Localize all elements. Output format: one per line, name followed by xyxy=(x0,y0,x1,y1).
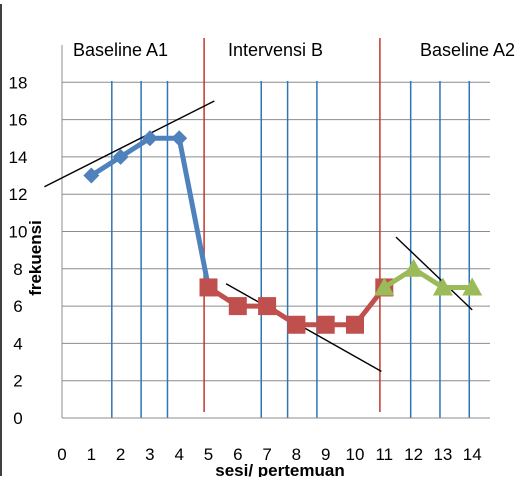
data-point-s1-3 xyxy=(141,130,158,147)
session-lines xyxy=(111,81,471,418)
data-point-s2-5 xyxy=(316,315,335,334)
data-point-s2-3 xyxy=(258,297,277,316)
y-tick-labels: 0 2 4 6 8 10 12 14 16 18 xyxy=(9,73,28,428)
x-tick-label-8: 8 xyxy=(292,445,301,464)
data-point-s1-1 xyxy=(83,167,100,184)
x-tick-label-4: 4 xyxy=(174,445,183,464)
x-tick-label-12: 12 xyxy=(404,445,423,464)
trend-line-1 xyxy=(44,100,215,188)
x-tick-label-7: 7 xyxy=(262,445,271,464)
x-tick-label-10: 10 xyxy=(346,445,365,464)
y-tick-label-2: 2 xyxy=(13,372,22,391)
phase-label-1: Baseline A1 xyxy=(73,40,168,60)
data-point-s3-1 xyxy=(374,277,395,296)
phase-change-lines xyxy=(203,38,381,412)
x-tick-label-5: 5 xyxy=(204,445,213,464)
data-point-s2-4 xyxy=(287,315,306,334)
data-point-s3-3 xyxy=(432,277,453,296)
y-tick-label-0: 0 xyxy=(13,409,22,428)
series-line-1 xyxy=(89,135,211,288)
data-point-s1-4 xyxy=(171,130,188,147)
trend-lines xyxy=(44,100,473,372)
data-point-s3-4 xyxy=(462,277,483,296)
x-tick-label-2: 2 xyxy=(116,445,125,464)
data-point-s2-6 xyxy=(346,315,364,334)
data-point-s2-2 xyxy=(228,297,247,316)
data-series xyxy=(83,130,483,334)
data-point-s2-1 xyxy=(199,278,218,297)
x-tick-label-14: 14 xyxy=(463,445,482,464)
phase-labels: Baseline A1 Intervensi B Baseline A2 xyxy=(73,40,515,60)
x-tick-label-0: 0 xyxy=(57,445,66,464)
x-tick-label-11: 11 xyxy=(375,445,393,464)
data-point-s3-2 xyxy=(403,258,424,277)
x-tick-labels: 0 1 2 3 4 5 6 7 8 9 10 11 12 13 14 xyxy=(57,445,481,464)
x-tick-label-3: 3 xyxy=(145,445,154,464)
y-tick-label-4: 4 xyxy=(13,334,22,353)
phase-label-3: Baseline A2 xyxy=(420,40,515,60)
data-point-s1-2 xyxy=(112,148,129,165)
x-tick-label-1: 1 xyxy=(87,445,96,464)
series-line-3 xyxy=(382,266,473,290)
axes xyxy=(61,45,490,419)
trend-line-3 xyxy=(395,236,473,311)
x-tick-label-6: 6 xyxy=(233,445,242,464)
y-tick-label-12: 12 xyxy=(9,185,28,204)
x-axis-title: sesi/ pertemuan xyxy=(215,461,344,477)
y-tick-label-16: 16 xyxy=(9,111,28,130)
y-tick-label-14: 14 xyxy=(9,148,28,167)
y-axis-title: frekuensi xyxy=(26,220,45,296)
x-tick-label-9: 9 xyxy=(321,445,330,464)
x-tick-label-13: 13 xyxy=(433,445,452,464)
y-tick-label-6: 6 xyxy=(13,297,22,316)
grid-lines xyxy=(62,81,490,382)
phase-label-2: Intervensi B xyxy=(228,40,323,60)
y-tick-label-18: 18 xyxy=(9,73,28,92)
y-tick-label-10: 10 xyxy=(9,223,28,242)
y-tick-label-8: 8 xyxy=(13,260,22,279)
